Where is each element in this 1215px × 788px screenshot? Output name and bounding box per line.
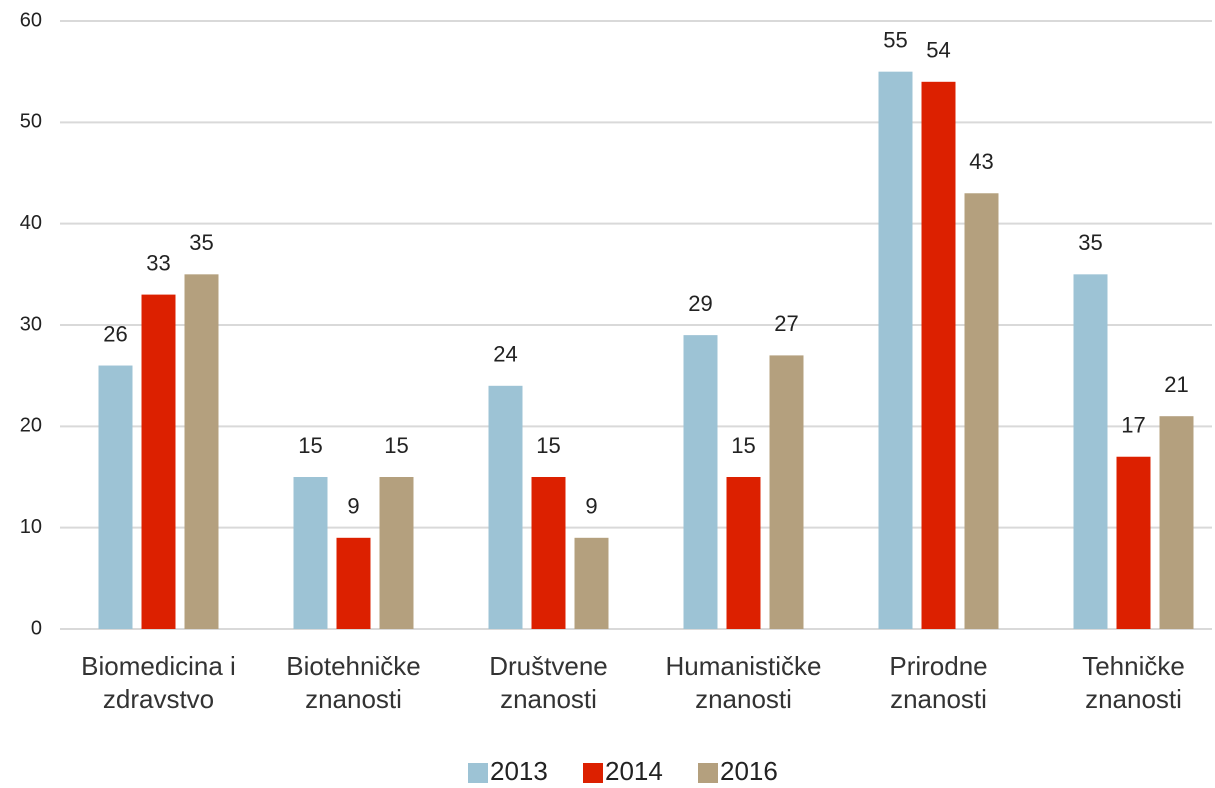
data-label: 26	[103, 321, 127, 346]
y-tick-label: 30	[20, 313, 42, 335]
bar	[878, 71, 913, 629]
x-tick-label: Biotehničke znanosti	[286, 651, 421, 714]
bar	[769, 355, 804, 629]
data-label: 15	[384, 433, 408, 458]
bar	[379, 477, 414, 629]
x-tick-label: Tehničke znanosti	[1082, 651, 1185, 714]
x-tick-label: Društvene znanosti	[489, 651, 608, 714]
y-tick-label: 60	[20, 9, 42, 31]
bar	[336, 537, 371, 629]
legend-label: 2013	[490, 756, 548, 786]
y-tick-label: 0	[31, 617, 42, 639]
data-label: 21	[1164, 372, 1188, 397]
data-label: 54	[926, 38, 950, 63]
data-label: 15	[536, 433, 560, 458]
data-label: 17	[1121, 413, 1145, 438]
y-tick-label: 10	[20, 516, 42, 538]
bar	[1073, 274, 1108, 629]
legend-swatch	[468, 763, 488, 783]
x-tick-label: Humanističke znanosti	[665, 651, 822, 714]
data-label: 15	[298, 433, 322, 458]
data-label: 33	[146, 250, 170, 275]
legend-swatch	[583, 763, 603, 783]
data-label: 35	[1078, 230, 1102, 255]
bar	[964, 193, 999, 629]
legend-label: 2014	[605, 756, 663, 786]
x-tick-label: Biomedicina i zdravstvo	[81, 651, 236, 714]
bar	[726, 477, 761, 629]
bar	[141, 294, 176, 629]
legend-swatch	[698, 763, 718, 783]
data-label: 24	[493, 342, 517, 367]
bar	[1116, 456, 1151, 629]
bar	[488, 385, 523, 629]
data-label: 29	[688, 291, 712, 316]
y-tick-label: 40	[20, 212, 42, 234]
data-label: 27	[774, 311, 798, 336]
bar	[293, 477, 328, 629]
data-label: 35	[189, 230, 213, 255]
data-label: 43	[969, 149, 993, 174]
bar	[184, 274, 219, 629]
legend-label: 2016	[720, 756, 778, 786]
bar	[921, 81, 956, 630]
data-label: 9	[585, 494, 597, 519]
data-label: 9	[347, 494, 359, 519]
bar	[1159, 416, 1194, 629]
bar	[98, 365, 133, 629]
y-tick-label: 50	[20, 111, 42, 133]
data-label: 55	[883, 27, 907, 52]
x-tick-label: Prirodne znanosti	[889, 651, 988, 714]
bar	[531, 477, 566, 629]
bar	[683, 335, 718, 629]
bar	[574, 537, 609, 629]
data-label: 15	[731, 433, 755, 458]
y-tick-label: 20	[20, 415, 42, 437]
